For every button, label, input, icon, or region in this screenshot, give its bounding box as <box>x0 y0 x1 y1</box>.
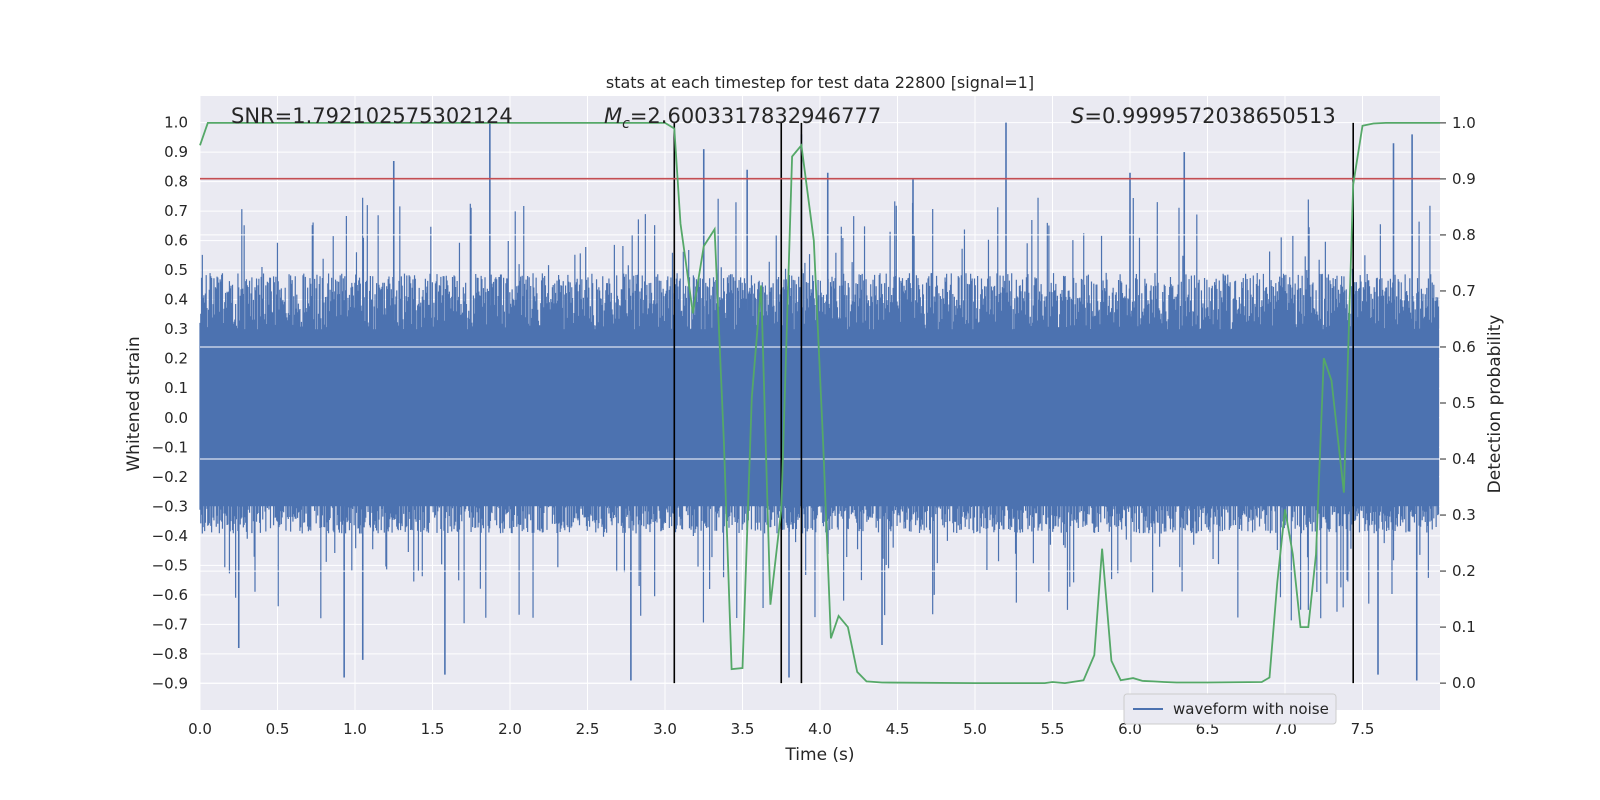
y-tick-label: 0.0 <box>164 409 188 427</box>
probability-line <box>199 122 1440 685</box>
probability-series <box>199 122 1440 685</box>
x-tick-label: 1.5 <box>421 720 445 738</box>
y-tick-label: 0.7 <box>164 202 188 220</box>
x-axis-label: Time (s) <box>784 745 854 765</box>
x-tick-label: 5.5 <box>1041 720 1065 738</box>
x-tick-label: 4.5 <box>886 720 910 738</box>
y2-tick-label: 0.5 <box>1452 394 1476 412</box>
y-tick-label: 0.8 <box>164 173 188 191</box>
y-tick-label: −0.2 <box>152 468 188 486</box>
y-tick-label: 0.6 <box>164 232 188 250</box>
y-tick-label: −0.1 <box>152 438 188 456</box>
vertical-markers <box>673 122 1354 684</box>
x-tick-label: 3.5 <box>731 720 755 738</box>
chirp-mass-annotation: Mc=2.6003317832946777 <box>604 104 881 132</box>
snr-annotation: SNR=1.792102575302124 <box>231 104 513 128</box>
x-tick-label: 2.0 <box>498 720 522 738</box>
x-tick-label: 0.0 <box>188 720 212 738</box>
x-tick-labels: 0.0 0.5 1.0 1.5 2.0 2.5 3.0 3.5 4.0 4.5 5.0 5.5 6.0 6… <box>188 720 1374 738</box>
x-tick-label: 1.0 <box>343 720 367 738</box>
y-tick-label: 0.4 <box>164 291 188 309</box>
s-annotation: S=0.9999572038650513 <box>1071 104 1336 128</box>
x-tick-label: 2.5 <box>576 720 600 738</box>
y-axis-label: Whitened strain <box>124 336 144 471</box>
y-tick-label: 0.2 <box>164 350 188 368</box>
y-tick-label: −0.8 <box>152 645 188 663</box>
y2-tick-label: 0.4 <box>1452 450 1476 468</box>
y-tick-label: −0.4 <box>152 527 188 545</box>
y2-tick-labels: 0.0 0.1 0.2 0.3 0.4 0.5 0.6 0.7 0.8 0.9 1.0 <box>1440 114 1476 692</box>
y2-tick-label: 0.6 <box>1452 338 1476 356</box>
y2-tick-label: 0.2 <box>1452 562 1476 580</box>
y2-tick-label: 0.3 <box>1452 506 1476 524</box>
y2-tick-label: 1.0 <box>1452 114 1476 132</box>
y-tick-label: 0.9 <box>164 143 188 161</box>
y-tick-label: −0.7 <box>152 615 188 633</box>
y-tick-label: −0.5 <box>152 556 188 574</box>
y2-axis-label: Detection probability <box>1485 315 1505 494</box>
y2-tick-label: 0.9 <box>1452 170 1476 188</box>
y2-tick-label: 0.8 <box>1452 226 1476 244</box>
x-tick-label: 4.0 <box>808 720 832 738</box>
x-tick-label: 7.5 <box>1351 720 1375 738</box>
x-tick-label: 0.5 <box>266 720 290 738</box>
y-tick-labels: −0.9 −0.8 −0.7 −0.6 −0.5 −0.4 −0.3 −0.2 −0.1 0.0 0… <box>152 114 188 693</box>
y2-tick-label: 0.7 <box>1452 282 1476 300</box>
legend: waveform with noise <box>1123 693 1337 725</box>
y-tick-label: −0.6 <box>152 586 188 604</box>
legend-label: waveform with noise <box>1173 700 1329 718</box>
y-tick-label: −0.3 <box>152 497 188 515</box>
y-tick-label: 0.1 <box>164 379 188 397</box>
legend-box <box>1123 693 1337 725</box>
y-tick-label: 0.3 <box>164 320 188 338</box>
y-tick-label: 1.0 <box>164 114 188 132</box>
y-tick-label: −0.9 <box>152 674 188 692</box>
y-tick-label: 0.5 <box>164 261 188 279</box>
x-tick-label: 5.0 <box>963 720 987 738</box>
chart-title: stats at each timestep for test data 228… <box>606 73 1034 92</box>
y2-tick-label: 0.1 <box>1452 618 1476 636</box>
y2-tick-label: 0.0 <box>1452 674 1476 692</box>
x-tick-label: 3.0 <box>653 720 677 738</box>
